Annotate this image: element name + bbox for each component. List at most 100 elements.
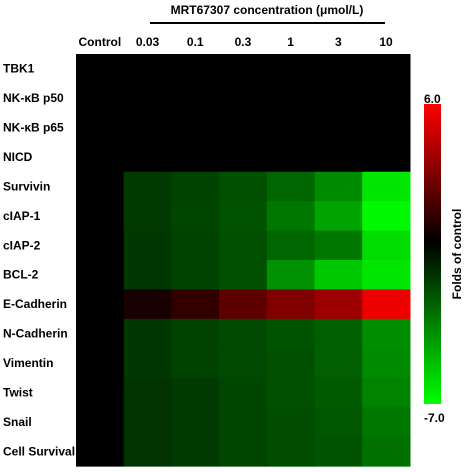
heatmap-cell-10-6 [362, 348, 411, 379]
heatmap-cell-0-2 [171, 54, 220, 85]
heatmap-cell-7-3 [219, 260, 268, 291]
heatmap-cell-5-4 [266, 201, 316, 232]
column-label-2: 0.1 [187, 35, 204, 49]
row-label-13: Cell Survival [3, 444, 75, 458]
heatmap-cell-6-1 [123, 230, 172, 261]
heatmap-cell-0-1 [123, 54, 172, 85]
row-label-6: cIAP-2 [3, 238, 41, 252]
heatmap-cell-7-6 [362, 260, 411, 291]
heatmap-cell-7-2 [171, 260, 220, 291]
heatmap-cell-13-2 [171, 436, 220, 467]
heatmap-cell-8-4 [266, 289, 316, 320]
column-label-4: 1 [287, 35, 294, 49]
row-label-1: NK-κB p50 [3, 91, 64, 105]
heatmap-cell-5-2 [171, 201, 220, 232]
heatmap-cell-1-2 [171, 83, 220, 114]
heatmap-cell-4-6 [362, 171, 411, 202]
heatmap-cell-6-6 [362, 230, 411, 261]
heatmap-cell-4-2 [171, 171, 220, 202]
heatmap-cell-0-3 [219, 54, 268, 85]
heatmap-cell-3-2 [171, 142, 220, 173]
heatmap-cell-0-5 [314, 54, 363, 85]
heatmap-cell-11-1 [123, 377, 172, 408]
heatmap-cell-6-4 [266, 230, 316, 261]
heatmap-cell-2-6 [362, 112, 411, 143]
heatmap-cell-2-1 [123, 112, 172, 143]
heatmap-cell-2-2 [171, 112, 220, 143]
heatmap-cell-3-0 [76, 142, 125, 173]
heatmap-cell-10-1 [123, 348, 172, 379]
heatmap-cell-9-2 [171, 318, 220, 349]
heatmap-cell-7-5 [314, 260, 363, 291]
heatmap-cell-9-1 [123, 318, 172, 349]
heatmap-cell-9-3 [219, 318, 268, 349]
row-label-2: NK-κB p65 [3, 121, 64, 135]
heatmap-cell-8-0 [76, 289, 125, 320]
heatmap-cell-0-6 [362, 54, 411, 85]
heatmap-cell-13-5 [314, 436, 363, 467]
heatmap-cell-0-4 [266, 54, 316, 85]
heatmap-cell-12-6 [362, 407, 411, 438]
heatmap-cell-13-1 [123, 436, 172, 467]
row-label-10: Vimentin [3, 356, 53, 370]
heatmap-cell-11-6 [362, 377, 411, 408]
heatmap-cell-11-5 [314, 377, 363, 408]
row-label-5: cIAP-1 [3, 209, 41, 223]
heatmap-cell-10-2 [171, 348, 220, 379]
heatmap-cell-6-2 [171, 230, 220, 261]
heatmap-cell-3-4 [266, 142, 316, 173]
heatmap-cell-4-1 [123, 171, 172, 202]
heatmap-cell-11-2 [171, 377, 220, 408]
heatmap-cell-1-6 [362, 83, 411, 114]
heatmap-cell-1-5 [314, 83, 363, 114]
heatmap-cell-13-6 [362, 436, 411, 467]
heatmap-cell-11-4 [266, 377, 316, 408]
heatmap-cell-8-3 [219, 289, 268, 320]
heatmap-cell-1-3 [219, 83, 268, 114]
row-label-0: TBK1 [3, 62, 35, 76]
heatmap-cell-13-0 [76, 436, 125, 467]
heatmap-cell-1-1 [123, 83, 172, 114]
heatmap-cell-8-5 [314, 289, 363, 320]
row-label-11: Twist [3, 385, 33, 399]
heatmap-cell-5-6 [362, 201, 411, 232]
heatmap-cell-5-5 [314, 201, 363, 232]
heatmap-cell-4-3 [219, 171, 268, 202]
column-label-3: 0.3 [235, 35, 252, 49]
heatmap-cell-9-5 [314, 318, 363, 349]
colorbar-max-label: 6.0 [424, 92, 441, 106]
heatmap-cells [76, 54, 411, 467]
heatmap-cell-7-4 [266, 260, 316, 291]
heatmap-cell-7-1 [123, 260, 172, 291]
heatmap-cell-8-2 [171, 289, 220, 320]
heatmap-cell-3-3 [219, 142, 268, 173]
heatmap-cell-11-0 [76, 377, 125, 408]
heatmap-cell-2-0 [76, 112, 125, 143]
heatmap-cell-13-4 [266, 436, 316, 467]
heatmap-cell-10-5 [314, 348, 363, 379]
heatmap-cell-3-6 [362, 142, 411, 173]
heatmap-cell-5-1 [123, 201, 172, 232]
row-label-3: NICD [3, 150, 33, 164]
heatmap-cell-6-5 [314, 230, 363, 261]
heatmap-cell-1-0 [76, 83, 125, 114]
heatmap-cell-10-4 [266, 348, 316, 379]
heatmap-cell-4-4 [266, 171, 316, 202]
heatmap-cell-8-1 [123, 289, 172, 320]
heatmap-cell-11-3 [219, 377, 268, 408]
column-label-5: 3 [335, 35, 342, 49]
row-label-8: E-Cadherin [3, 297, 67, 311]
heatmap-cell-2-3 [219, 112, 268, 143]
heatmap-cell-4-5 [314, 171, 363, 202]
heatmap-cell-9-0 [76, 318, 125, 349]
heatmap-cell-0-0 [76, 54, 125, 85]
heatmap-cell-9-6 [362, 318, 411, 349]
heatmap-cell-7-0 [76, 260, 125, 291]
heatmap-cell-2-5 [314, 112, 363, 143]
row-label-12: Snail [3, 415, 32, 429]
heatmap-cell-12-5 [314, 407, 363, 438]
heatmap-cell-5-0 [76, 201, 125, 232]
column-label-0: Control [79, 35, 122, 49]
column-labels: Control 0.03 0.1 0.3 1 3 10 [79, 35, 394, 49]
heatmap-cell-1-4 [266, 83, 316, 114]
